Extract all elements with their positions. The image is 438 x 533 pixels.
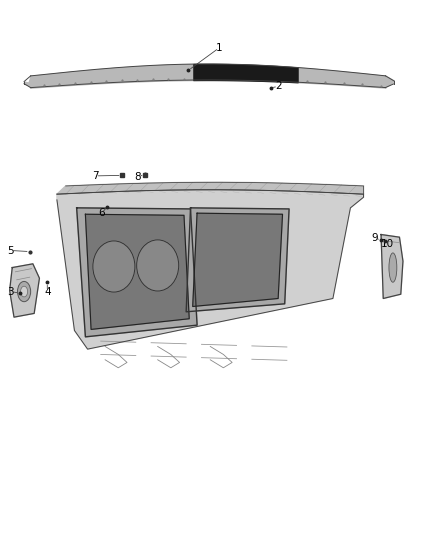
Text: 2: 2 (275, 82, 282, 91)
Text: 1: 1 (215, 43, 223, 53)
Polygon shape (186, 208, 289, 312)
Polygon shape (77, 208, 197, 337)
Polygon shape (57, 190, 364, 349)
Polygon shape (57, 182, 364, 194)
Text: 5: 5 (7, 246, 14, 255)
Ellipse shape (21, 286, 28, 297)
Polygon shape (85, 214, 189, 329)
Text: 3: 3 (7, 287, 14, 296)
Circle shape (93, 241, 135, 292)
Text: 8: 8 (134, 172, 141, 182)
Circle shape (137, 240, 179, 291)
Polygon shape (10, 264, 39, 317)
Text: 10: 10 (381, 239, 394, 248)
Polygon shape (381, 235, 403, 298)
Text: 7: 7 (92, 171, 99, 181)
Polygon shape (385, 76, 394, 87)
Text: 6: 6 (98, 208, 105, 218)
Ellipse shape (389, 253, 397, 282)
Text: 9: 9 (371, 233, 378, 243)
Polygon shape (193, 213, 283, 306)
Text: 4: 4 (44, 287, 51, 296)
Ellipse shape (18, 281, 31, 302)
